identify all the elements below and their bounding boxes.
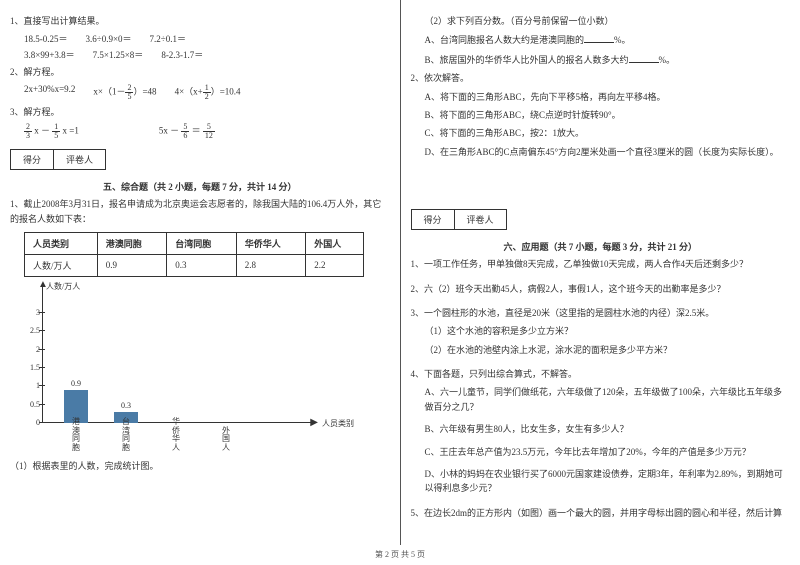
q1-title: 1、直接写出计算结果。 — [10, 14, 390, 28]
q2-title: 2、解方程。 — [10, 65, 390, 79]
y-axis-title: 人数/万人 — [46, 281, 80, 292]
arrow-icon: ▶ — [310, 417, 318, 428]
expr: 3.8×99+3.8＝ — [24, 48, 75, 61]
th: 港澳同胞 — [97, 232, 167, 254]
q3-title: 3、解方程。 — [10, 105, 390, 119]
x-axis-title: 人员类别 — [322, 418, 354, 429]
td: 0.3 — [167, 254, 237, 276]
expr: 7.5×1.25×8＝ — [93, 48, 144, 61]
r-q2-title: 2、依次解答。 — [411, 71, 791, 85]
table-header-row: 人员类别 港澳同胞 台湾同胞 华侨华人 外国人 — [25, 232, 364, 254]
score-box: 得分 评卷人 — [10, 149, 106, 170]
expr: 4×（x+12）=10.4 — [175, 84, 241, 101]
th: 人员类别 — [25, 232, 98, 254]
bar-chart: 人数/万人 ▲ ▶ 人员类别 00.511.522.530.90.3港 澳 同 … — [24, 283, 324, 453]
th: 台湾同胞 — [167, 232, 237, 254]
s6-q2: 2、六（2）班今天出勤45人，病假2人，事假1人，这个班今天的出勤率是多少？ — [411, 282, 791, 296]
expr: 23 x － 15 x =1 — [24, 123, 79, 140]
section-6-title: 六、应用题（共 7 小题，每题 3 分，共计 21 分） — [411, 240, 791, 253]
r-q2-d: D、在三角形ABC的C点南偏东45°方向2厘米处画一个直径3厘米的圆（长度为实际… — [411, 145, 791, 159]
fraction: 23 — [24, 123, 32, 140]
section-5-title: 五、综合题（共 2 小题，每题 7 分，共计 14 分） — [10, 180, 390, 193]
th: 华侨华人 — [236, 232, 306, 254]
s6-q4-c: C、王庄去年总产值为23.5万元，今年比去年增加了20%，今年的产值是多少万元？ — [411, 445, 791, 459]
s6-q4: 4、下面各题，只列出综合算式，不解答。 — [411, 367, 791, 381]
left-column: 1、直接写出计算结果。 18.5-0.25＝ 3.6÷0.9×0＝ 7.2÷0.… — [0, 0, 401, 545]
q3-row: 23 x － 15 x =1 5x － 56 ＝ 512 — [10, 123, 390, 140]
page-footer: 第 2 页 共 5 页 — [0, 545, 800, 564]
right-column: （2）求下列百分数。（百分号前保留一位小数） A、台湾同胞报名人数大约是港澳同胞… — [401, 0, 800, 545]
score-box: 得分 评卷人 — [411, 209, 507, 230]
expr: 2x+30%x=9.2 — [24, 84, 75, 101]
s6-q5: 5、在边长2dm的正方形内（如图）画一个最大的圆，并用字母标出圆的圆心和半径，然… — [411, 506, 791, 520]
th: 外国人 — [306, 232, 364, 254]
expr: x×（1－25）=48 — [93, 84, 156, 101]
s6-q4-b: B、六年级有男生80人，比女生多，女生有多少人？ — [411, 422, 791, 436]
sub2: （2）求下列百分数。（百分号前保留一位小数） — [411, 14, 791, 28]
td: 0.9 — [97, 254, 167, 276]
q2-row: 2x+30%x=9.2 x×（1－25）=48 4×（x+12）=10.4 — [10, 84, 390, 101]
table-row: 人数/万人 0.9 0.3 2.8 2.2 — [25, 254, 364, 276]
r-q2-b: B、将下面的三角形ABC，绕C点逆时针旋转90°。 — [411, 108, 791, 122]
s6-q4-a: A、六一儿童节，同学们做纸花，六年级做了120朵，五年级做了100朵，六年级比五… — [411, 385, 791, 414]
blank — [584, 32, 614, 43]
r-q2-a: A、将下面的三角形ABC，先向下平移5格，再向左平移4格。 — [411, 90, 791, 104]
sub2a: A、台湾同胞报名人数大约是港澳同胞的%。 — [411, 32, 791, 47]
grader-label: 评卷人 — [455, 210, 506, 229]
expr: 8-2.3-1.7＝ — [161, 48, 203, 61]
expr: 7.2÷0.1＝ — [150, 32, 186, 45]
sub2b: B、旅居国外的华侨华人比外国人的报名人数多大约%。 — [411, 52, 791, 67]
fraction: 512 — [203, 123, 215, 140]
score-label: 得分 — [11, 150, 54, 169]
score-label: 得分 — [412, 210, 455, 229]
s6-q3-2: （2）在水池的池壁内涂上水泥，涂水泥的面积是多少平方米？ — [411, 343, 791, 357]
s5-q1-sub: （1）根据表里的人数，完成统计图。 — [10, 459, 390, 473]
r-q2-c: C、将下面的三角形ABC，按2：1放大。 — [411, 126, 791, 140]
td: 2.2 — [306, 254, 364, 276]
blank — [629, 52, 659, 63]
td: 人数/万人 — [25, 254, 98, 276]
expr: 5x － 56 ＝ 512 — [159, 123, 215, 140]
expr: 3.6÷0.9×0＝ — [86, 32, 132, 45]
y-axis — [42, 283, 43, 423]
s5-q1: 1、截止2008年3月31日，报名申请成为北京奥运会志愿者的，除我国大陆的106… — [10, 197, 390, 226]
q1-row2: 3.8×99+3.8＝ 7.5×1.25×8＝ 8-2.3-1.7＝ — [10, 48, 390, 61]
s6-q4-d: D、小林的妈妈在农业银行买了6000元国家建设债券，定期3年，年利率为2.89%… — [411, 467, 791, 496]
s6-q1: 1、一项工作任务，甲单独做8天完成，乙单独做10天完成，两人合作4天后还剩多少？ — [411, 257, 791, 271]
td: 2.8 — [236, 254, 306, 276]
expr: 18.5-0.25＝ — [24, 32, 68, 45]
s6-q3-1: （1）这个水池的容积是多少立方米？ — [411, 324, 791, 338]
data-table: 人员类别 港澳同胞 台湾同胞 华侨华人 外国人 人数/万人 0.9 0.3 2.… — [24, 232, 364, 277]
q1-row1: 18.5-0.25＝ 3.6÷0.9×0＝ 7.2÷0.1＝ — [10, 32, 390, 45]
grader-label: 评卷人 — [54, 150, 105, 169]
s6-q3: 3、一个圆柱形的水池，直径是20米（这里指的是圆柱水池的内径）深2.5米。 — [411, 306, 791, 320]
fraction: 12 — [203, 84, 211, 101]
spacer — [411, 163, 791, 203]
